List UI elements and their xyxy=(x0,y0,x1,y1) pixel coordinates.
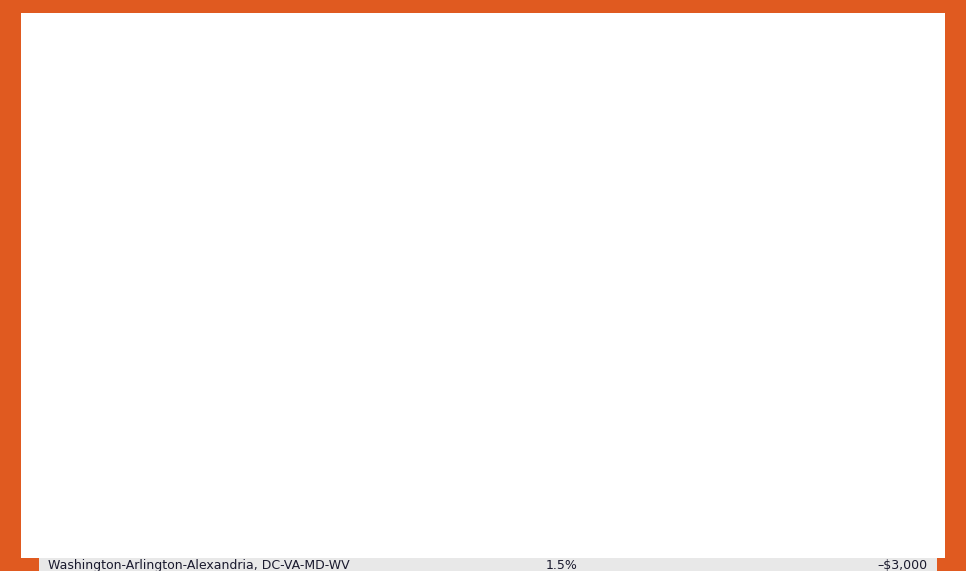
Text: Chicago-Naperville-Arlington Heights, IL: Chicago-Naperville-Arlington Heights, IL xyxy=(48,234,298,247)
Text: MSA Name: MSA Name xyxy=(48,142,128,155)
Text: $5,000: $5,000 xyxy=(883,477,927,490)
Text: New York-Jersey City-White Plains, NY-NJ: New York-Jersey City-White Plains, NY-NJ xyxy=(48,477,299,490)
Text: –$36,000: –$36,000 xyxy=(869,275,927,288)
Text: –$3,000: –$3,000 xyxy=(877,558,927,571)
Bar xyxy=(39,180,937,220)
Bar xyxy=(39,301,937,342)
Text: 1.4%: 1.4% xyxy=(546,315,578,328)
Text: Q2 2023  Negative Equity Share: Q2 2023 Negative Equity Share xyxy=(546,142,784,155)
Bar xyxy=(39,504,937,545)
Text: 2.4%: 2.4% xyxy=(546,477,578,490)
Bar xyxy=(39,342,937,383)
Text: San Francisco-Redwood City-South San Francisco, CA: San Francisco-Redwood City-South San Fra… xyxy=(48,518,382,531)
Bar xyxy=(39,423,937,464)
Text: Table 1: Negative Equity Share for Select Metropolitan Areas: Table 1: Negative Equity Share for Selec… xyxy=(48,37,786,57)
Text: –$5,000: –$5,000 xyxy=(877,315,927,328)
Text: Las Vegas-Henderson-Paradise, NV: Las Vegas-Henderson-Paradise, NV xyxy=(48,356,268,369)
Text: 0.8%: 0.8% xyxy=(546,396,578,409)
Text: –$41,000: –$41,000 xyxy=(869,356,927,369)
Text: 0.8%: 0.8% xyxy=(546,518,578,531)
Text: Q2 2023 Year-Over-Year
Average Equity Gain ($): Q2 2023 Year-Over-Year Average Equity Ga… xyxy=(749,134,927,163)
Text: 1.1%: 1.1% xyxy=(546,437,578,450)
Bar xyxy=(39,383,937,423)
Bar xyxy=(39,464,937,504)
Text: 1.6%: 1.6% xyxy=(546,275,578,288)
Text: Los Angeles-Long Beach-Glendale, CA: Los Angeles-Long Beach-Glendale, CA xyxy=(48,396,287,409)
Text: 1.5%: 1.5% xyxy=(546,558,578,571)
Text: $30,000: $30,000 xyxy=(875,437,927,450)
Text: –$46,000: –$46,000 xyxy=(869,396,927,409)
Text: Houston-The Woodlands-Sugar Land, TX: Houston-The Woodlands-Sugar Land, TX xyxy=(48,315,299,328)
Text: Boston, MA: Boston, MA xyxy=(48,194,119,207)
Text: $8,500: $8,500 xyxy=(883,234,927,247)
Text: Washington-Arlington-Alexandria, DC-VA-MD-WV: Washington-Arlington-Alexandria, DC-VA-M… xyxy=(48,558,350,571)
Bar xyxy=(39,261,937,301)
Text: 1.6%: 1.6% xyxy=(546,194,578,207)
Bar xyxy=(39,220,937,261)
Bar xyxy=(39,545,937,571)
Text: –$6,700: –$6,700 xyxy=(877,194,927,207)
Text: 3.3%: 3.3% xyxy=(546,234,578,247)
Text: –$139,000: –$139,000 xyxy=(862,518,927,531)
Text: Denver-Aurora-Lakewood, CO: Denver-Aurora-Lakewood, CO xyxy=(48,275,233,288)
Text: 0.9%: 0.9% xyxy=(546,356,578,369)
Text: Miami-Miami Beach-Kendall, FL: Miami-Miami Beach-Kendall, FL xyxy=(48,437,243,450)
